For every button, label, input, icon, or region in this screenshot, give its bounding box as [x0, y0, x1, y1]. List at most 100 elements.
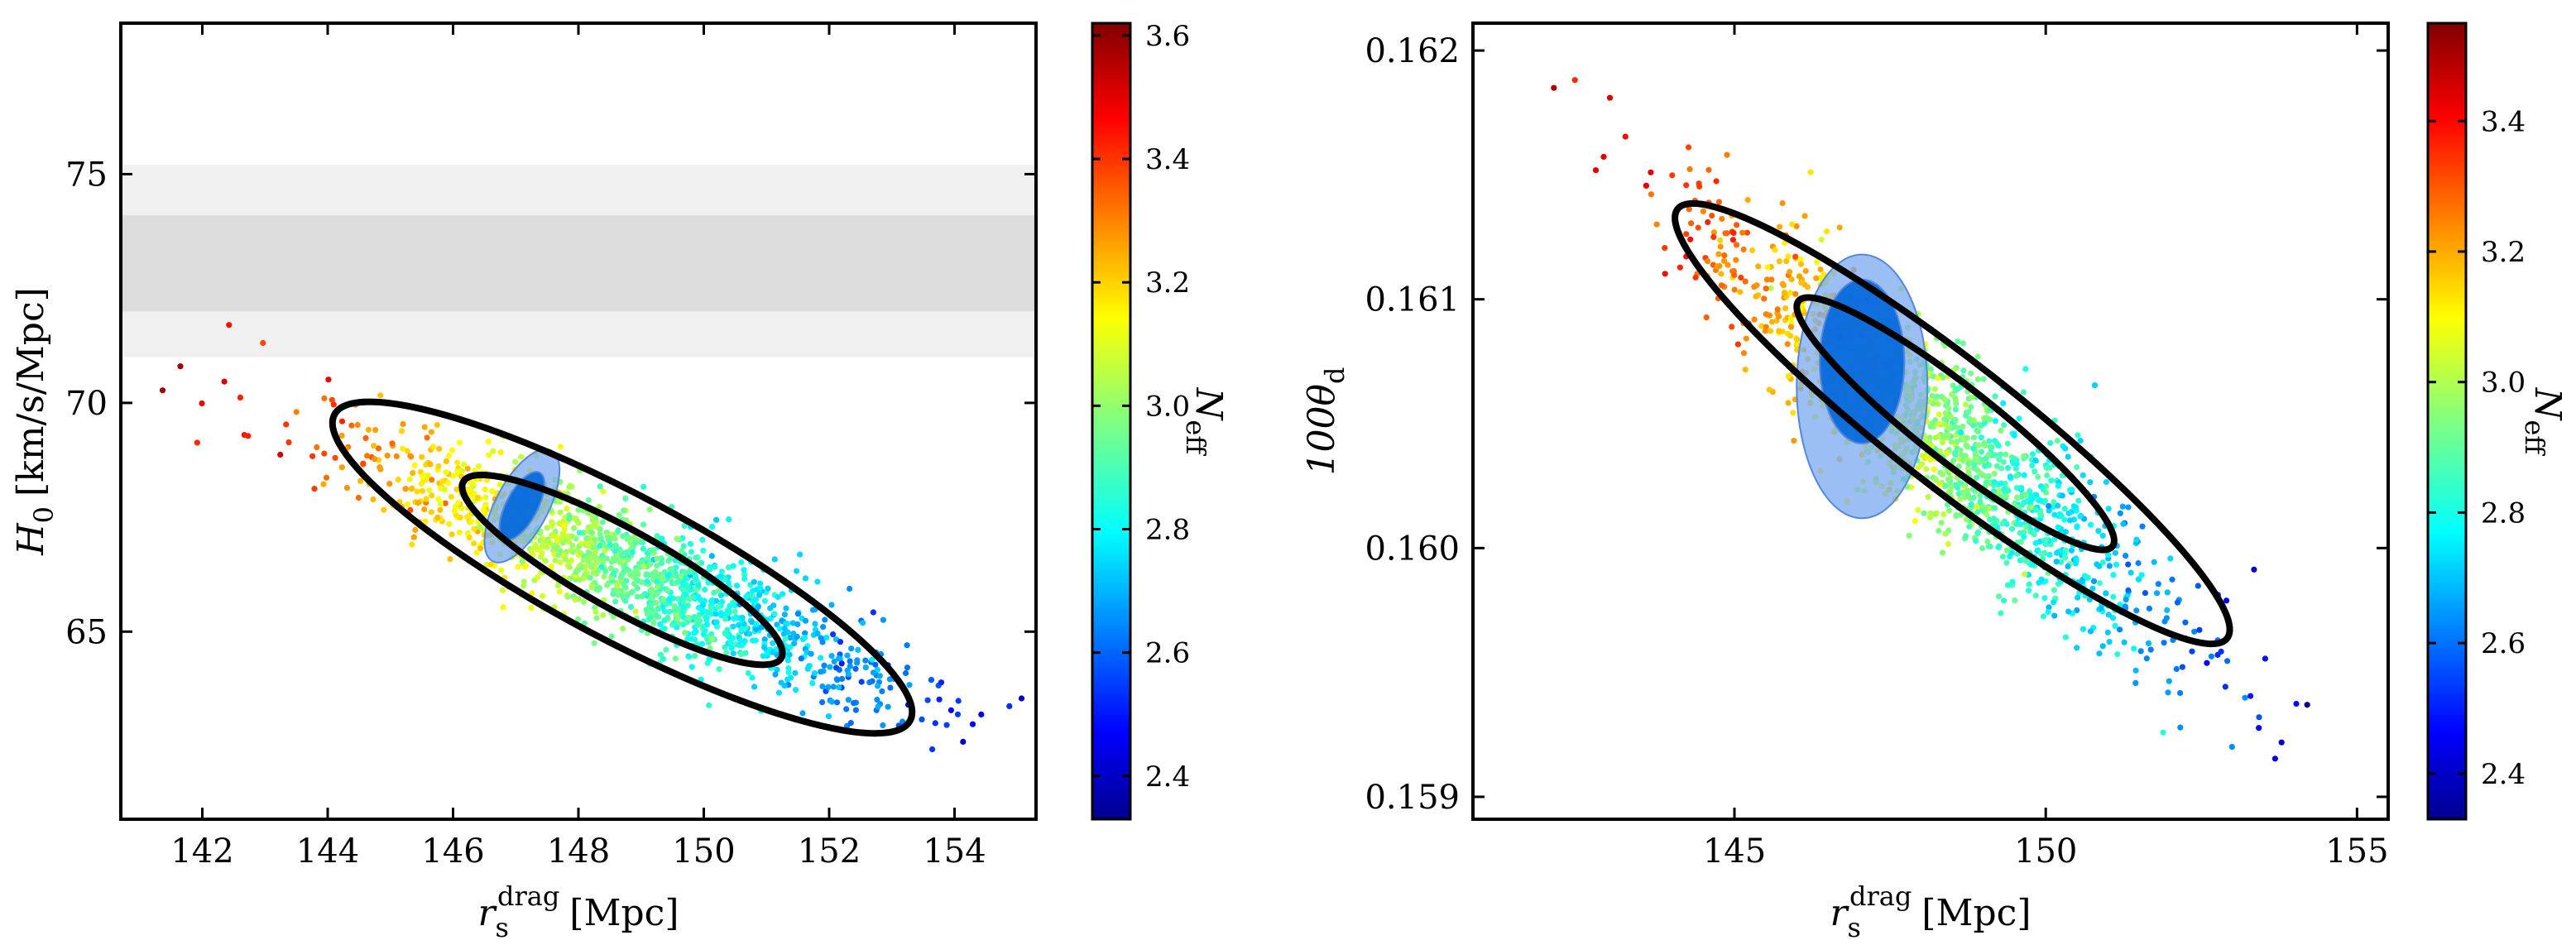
scatter-point [338, 432, 345, 439]
scatter-point [644, 578, 650, 585]
scatter-point [660, 575, 666, 582]
scatter-point [2051, 499, 2057, 506]
left-x-axis-label: rsdrag [Mpc] [477, 880, 679, 943]
scatter-point [580, 557, 587, 564]
scatter-point [1797, 261, 1804, 267]
scatter-point [1995, 487, 2002, 494]
scatter-point [2057, 559, 2065, 565]
scatter-point [1705, 166, 1712, 173]
scatter-point [655, 606, 663, 612]
scatter-point [691, 594, 698, 601]
scatter-point [640, 483, 647, 491]
scatter-point [1948, 482, 1955, 490]
scatter-point [355, 494, 362, 501]
scatter-point [549, 531, 556, 538]
scatter-point [575, 616, 582, 623]
scatter-point [674, 578, 681, 585]
scatter-point [722, 644, 728, 650]
scatter-point [418, 481, 425, 487]
scatter-point [654, 583, 661, 590]
scatter-point [830, 684, 837, 690]
scatter-point [599, 552, 606, 559]
scatter-point [741, 567, 747, 573]
scatter-point [1787, 290, 1793, 296]
scatter-point [1919, 453, 1926, 459]
scatter-point [1734, 341, 1741, 348]
scatter-point [1974, 530, 1981, 537]
colorbar-tick-label: 2.6 [1145, 637, 1190, 670]
scatter-point [237, 394, 243, 401]
scatter-point [629, 549, 636, 555]
scatter-point [2099, 643, 2106, 650]
scatter-point [226, 322, 233, 329]
scatter-point [775, 593, 781, 601]
scatter-point [825, 684, 832, 691]
scatter-point [540, 592, 546, 600]
scatter-point [583, 540, 590, 546]
scatter-point [614, 583, 621, 590]
scatter-point [852, 707, 859, 713]
scatter-point [1648, 169, 1654, 175]
scatter-point [1785, 373, 1792, 380]
scatter-point [794, 633, 800, 640]
scatter-point [604, 582, 611, 588]
scatter-point [1784, 341, 1791, 348]
scatter-point [2133, 607, 2140, 614]
scatter-point [557, 559, 564, 566]
scatter-point [1721, 257, 1728, 264]
scatter-point [553, 544, 559, 550]
scatter-point [781, 612, 789, 618]
scatter-point [726, 516, 732, 523]
scatter-point [2112, 549, 2118, 556]
scatter-point [2132, 679, 2139, 687]
scatter-point [338, 464, 345, 471]
scatter-point [475, 463, 482, 470]
scatter-point [569, 533, 576, 540]
scatter-point [1766, 312, 1772, 319]
scatter-point [960, 738, 967, 746]
scatter-point [1998, 610, 2004, 616]
scatter-point [1966, 523, 1973, 530]
scatter-point [1018, 695, 1025, 702]
scatter-point [2011, 432, 2017, 439]
scatter-point [2062, 529, 2069, 535]
scatter-point [377, 466, 384, 472]
scatter-point [474, 494, 481, 501]
scatter-point [752, 596, 760, 603]
scatter-point [490, 448, 496, 454]
scatter-point [2031, 531, 2037, 538]
right-scatter [1551, 77, 2310, 762]
scatter-point [818, 655, 824, 661]
scatter-point [1755, 263, 1762, 270]
contour-95% [329, 398, 916, 737]
scatter-point [437, 506, 444, 513]
scatter-point [486, 452, 492, 458]
scatter-point [576, 577, 583, 583]
scatter-point [1962, 401, 1969, 408]
scatter-point [1006, 703, 1013, 710]
scatter-point [1981, 440, 1988, 447]
scatter-point [309, 453, 316, 459]
scatter-point [542, 557, 549, 564]
scatter-point [597, 483, 603, 490]
scatter-point [699, 536, 706, 544]
scatter-point [566, 516, 573, 522]
scatter-point [2016, 415, 2022, 422]
scatter-point [2074, 645, 2080, 651]
scatter-point [679, 581, 687, 588]
scatter-point [2041, 595, 2048, 602]
scatter-point [1960, 367, 1967, 374]
scatter-point [1643, 182, 1649, 189]
scatter-point [343, 485, 350, 492]
scatter-point [311, 486, 318, 492]
scatter-point [1942, 482, 1950, 489]
scatter-outlier [2304, 702, 2310, 708]
scatter-point [730, 623, 736, 630]
colorbar-tick-label: 3.0 [2481, 367, 2526, 400]
scatter-point [802, 575, 809, 582]
scatter-point [1973, 538, 1979, 544]
scatter-point [820, 624, 827, 631]
scatter-point [1964, 434, 1970, 441]
scatter-point [567, 482, 573, 489]
scatter-point [1683, 231, 1690, 237]
